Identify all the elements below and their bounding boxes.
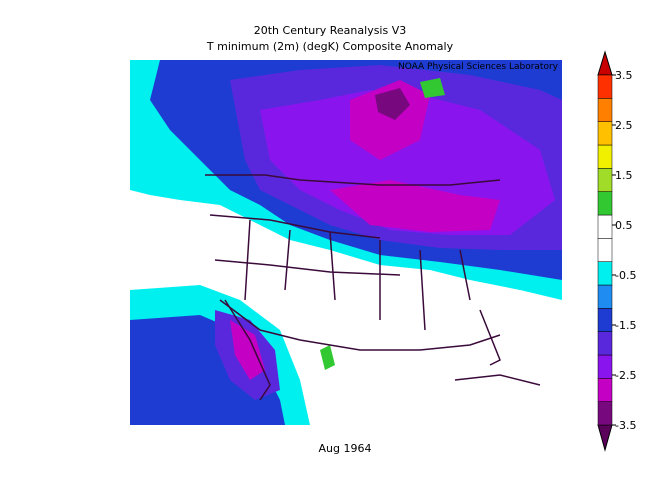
colorbar-segment <box>597 168 613 192</box>
colorbar-segment <box>597 261 613 286</box>
colorbar-tick-label: -1.5 <box>615 319 636 332</box>
colorbar-segment <box>597 284 613 309</box>
colorbar-tick-label: -0.5 <box>615 269 636 282</box>
colorbar-segment <box>597 121 613 146</box>
colorbar-tick-label: -2.5 <box>615 369 636 382</box>
colorbar-segment <box>597 238 613 262</box>
colorbar-segment <box>597 331 613 356</box>
colorbar-tick-label: 2.5 <box>615 119 633 132</box>
credit: NOAA Physical Sciences Laboratory <box>398 62 559 72</box>
colorbar-tick-label: -3.5 <box>615 419 636 432</box>
colorbar-segment <box>597 401 613 426</box>
colorbar-segment <box>597 308 613 332</box>
title: 20th Century Reanalysis V3 <box>254 24 407 37</box>
colorbar-tick-label: 3.5 <box>615 69 633 82</box>
colorbar-segment <box>597 144 613 169</box>
colorbar: -3.5 -2.5 -1.5 -0.5 0.5 1.5 2.5 3.5 <box>597 50 636 452</box>
colorbar-tick-label: 1.5 <box>615 169 633 182</box>
subtitle: T minimum (2m) (degK) Composite Anomaly <box>206 40 454 53</box>
date-label: Aug 1964 <box>319 442 372 455</box>
colorbar-segment <box>597 191 613 216</box>
colorbar-segment <box>597 378 613 402</box>
colorbar-segment <box>597 74 613 99</box>
colorbar-segment <box>597 214 613 239</box>
colorbar-tick-label: 0.5 <box>615 219 633 232</box>
colorbar-end <box>597 50 613 76</box>
map: NOAA Physical Sciences Laboratory <box>130 60 562 425</box>
colorbar-segment <box>597 354 613 379</box>
colorbar-end <box>597 424 613 452</box>
colorbar-segment <box>597 98 613 122</box>
